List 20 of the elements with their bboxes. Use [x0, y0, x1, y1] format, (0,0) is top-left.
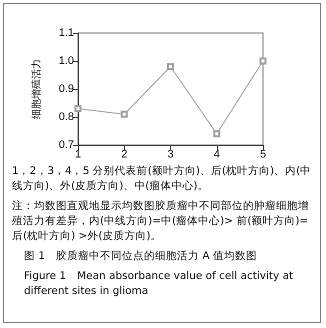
y-tick-label: 0.8: [58, 111, 74, 123]
point: [260, 58, 266, 64]
y-tick-label: 0.9: [58, 83, 74, 95]
x-tick-label: 5: [260, 148, 266, 160]
x-tick-label: 1: [74, 148, 82, 160]
point: [213, 130, 220, 138]
x-tick-label: 4: [214, 148, 220, 160]
text: 注：均数图直观地显示均数图胶质瘤中不同部位的肿瘤细胞增殖活力有差异，内(中线方向)=中(瘤体中心)> 前(额叶方向)=后(枕叶方向) >外(皮质方向)。: [12, 199, 310, 244]
point: [74, 105, 82, 112]
point: [167, 63, 174, 70]
y-tick-label: 1.1: [58, 27, 74, 39]
text: 1，2，3，4，5 分别代表前(额叶方向)、后(枕叶方向)、内(中线方向)、外(皮质方向)、中(瘤体中心)。: [12, 164, 312, 194]
caption: 图 1 胶质瘤中不同位点的细胞活力 A 值均数图: [23, 249, 258, 264]
x-tick-label: 3: [167, 148, 174, 160]
point: [120, 110, 128, 118]
y-tick-label: 0.7: [58, 139, 74, 151]
y-axis-title: 细胞增殖活力: [30, 59, 42, 119]
y-tick-label: 1.0: [58, 55, 74, 67]
caption: Figure 1 Mean absorbance value of cell activity at different sites in glioma: [23, 269, 294, 299]
x-tick-label: 2: [121, 148, 128, 160]
